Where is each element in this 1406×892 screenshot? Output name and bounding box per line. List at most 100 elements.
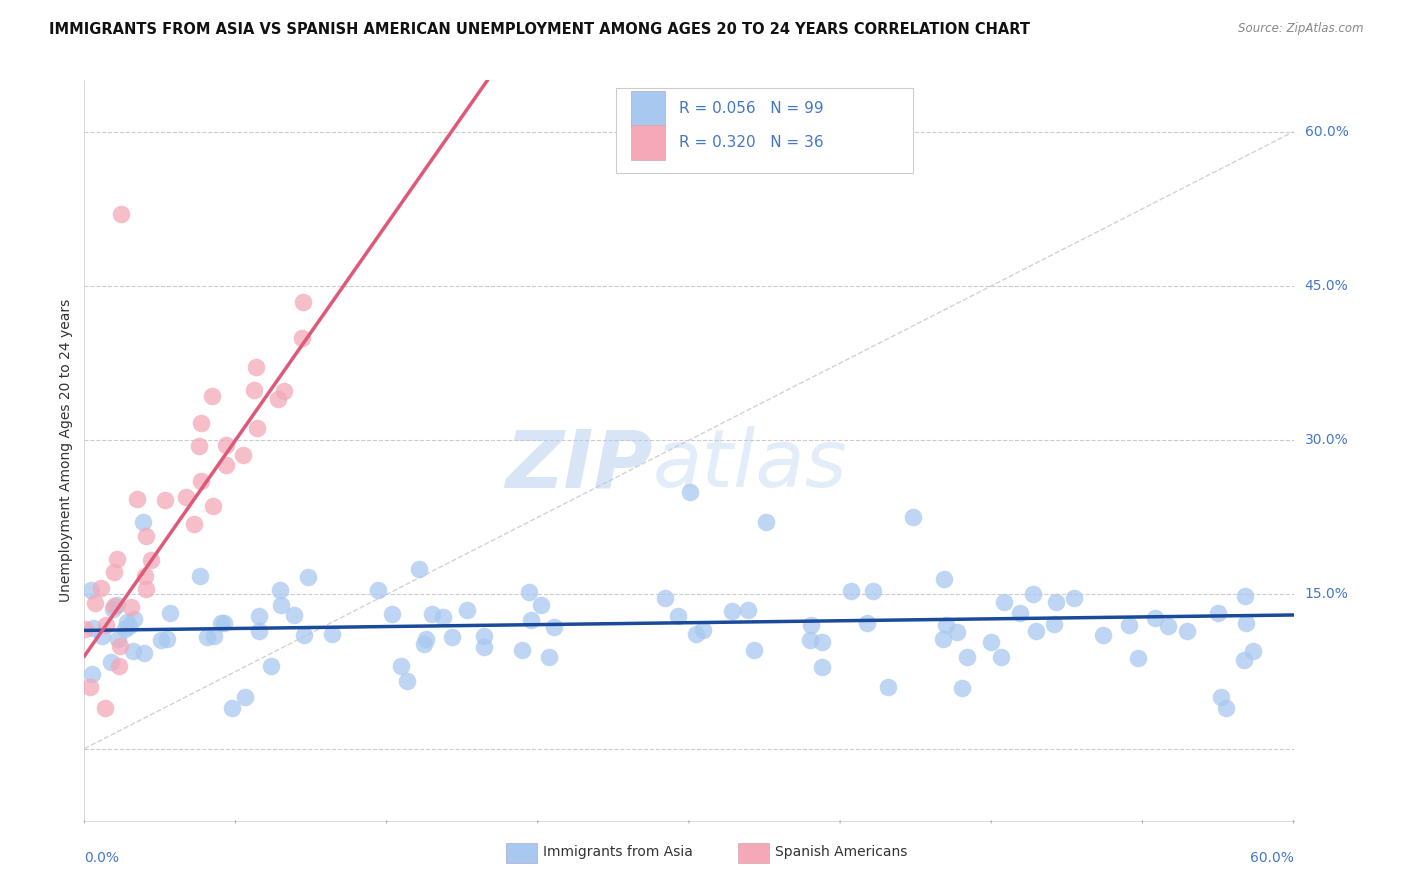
Point (1211, 690, 1233, 705)
Point (134, 569, 156, 583)
Text: Source: ZipAtlas.com: Source: ZipAtlas.com (1239, 22, 1364, 36)
Point (131, 516, 153, 530)
Point (1042, 617, 1064, 632)
Point (188, 568, 211, 582)
Point (135, 529, 157, 543)
Point (321, 626, 343, 640)
Point (188, 439, 211, 453)
Point (381, 607, 404, 621)
Point (159, 606, 181, 620)
Point (91, 629, 114, 643)
Text: 45.0%: 45.0% (1305, 279, 1348, 293)
Point (517, 584, 540, 599)
Point (270, 598, 292, 612)
Point (877, 680, 900, 694)
Point (692, 624, 714, 638)
Point (204, 629, 226, 643)
Point (1234, 589, 1257, 603)
Point (1215, 700, 1237, 714)
Point (800, 618, 823, 632)
Point (1128, 650, 1150, 665)
Point (243, 384, 266, 398)
Point (201, 499, 224, 513)
Point (472, 629, 495, 643)
Point (195, 630, 218, 644)
Point (212, 616, 235, 631)
Point (149, 633, 172, 648)
Point (90, 581, 112, 595)
Point (269, 583, 291, 598)
Point (103, 599, 125, 613)
Point (1234, 615, 1257, 630)
Text: R = 0.320   N = 36: R = 0.320 N = 36 (679, 135, 824, 150)
Point (245, 360, 267, 375)
Y-axis label: Unemployment Among Ages 20 to 24 years: Unemployment Among Ages 20 to 24 years (59, 299, 73, 602)
Point (80, 582, 103, 597)
Point (1091, 628, 1114, 642)
Point (135, 582, 157, 596)
Point (1022, 587, 1045, 601)
Point (108, 639, 131, 653)
Point (420, 607, 443, 622)
Point (950, 681, 973, 695)
Text: IMMIGRANTS FROM ASIA VS SPANISH AMERICAN UNEMPLOYMENT AMONG AGES 20 TO 24 YEARS : IMMIGRANTS FROM ASIA VS SPANISH AMERICAN… (49, 22, 1031, 37)
Point (80, 666, 103, 681)
Point (537, 650, 560, 665)
Point (174, 490, 197, 504)
Point (1241, 644, 1264, 658)
Text: 0.0%: 0.0% (84, 851, 120, 865)
Bar (631, 91, 665, 126)
Point (1175, 624, 1198, 638)
Point (956, 650, 979, 665)
Point (530, 599, 553, 613)
Point (105, 552, 128, 566)
Point (125, 492, 148, 507)
Point (440, 630, 463, 644)
Point (799, 632, 821, 647)
Point (654, 591, 676, 606)
Point (841, 583, 863, 598)
Point (110, 207, 132, 221)
Point (291, 294, 314, 309)
Point (82, 621, 104, 635)
Point (283, 608, 305, 623)
Point (946, 625, 969, 640)
Point (155, 632, 177, 647)
Point (291, 331, 314, 345)
Point (721, 604, 744, 618)
Point (389, 659, 412, 673)
Point (134, 646, 156, 660)
Bar (616, 87, 912, 173)
Point (980, 635, 1002, 649)
Point (79, 680, 101, 694)
Point (396, 673, 419, 688)
Point (811, 634, 834, 648)
Point (1233, 653, 1256, 667)
Point (993, 595, 1015, 609)
Point (139, 553, 162, 567)
Point (519, 613, 541, 627)
Point (122, 644, 145, 658)
Point (118, 619, 141, 633)
Point (94, 617, 117, 632)
Text: R = 0.056   N = 99: R = 0.056 N = 99 (679, 101, 824, 116)
Point (115, 615, 138, 630)
Point (862, 583, 884, 598)
Point (100, 655, 122, 669)
Point (1063, 591, 1085, 605)
Point (247, 609, 270, 624)
Point (246, 421, 269, 435)
Point (932, 632, 955, 646)
Point (183, 517, 205, 532)
Point (903, 510, 925, 524)
Point (155, 492, 177, 507)
Point (103, 565, 125, 579)
Point (810, 660, 832, 674)
Point (932, 572, 955, 586)
Point (755, 516, 778, 530)
Point (247, 624, 270, 638)
Point (432, 609, 454, 624)
Point (114, 623, 136, 637)
Point (1156, 619, 1178, 633)
Point (201, 389, 224, 403)
